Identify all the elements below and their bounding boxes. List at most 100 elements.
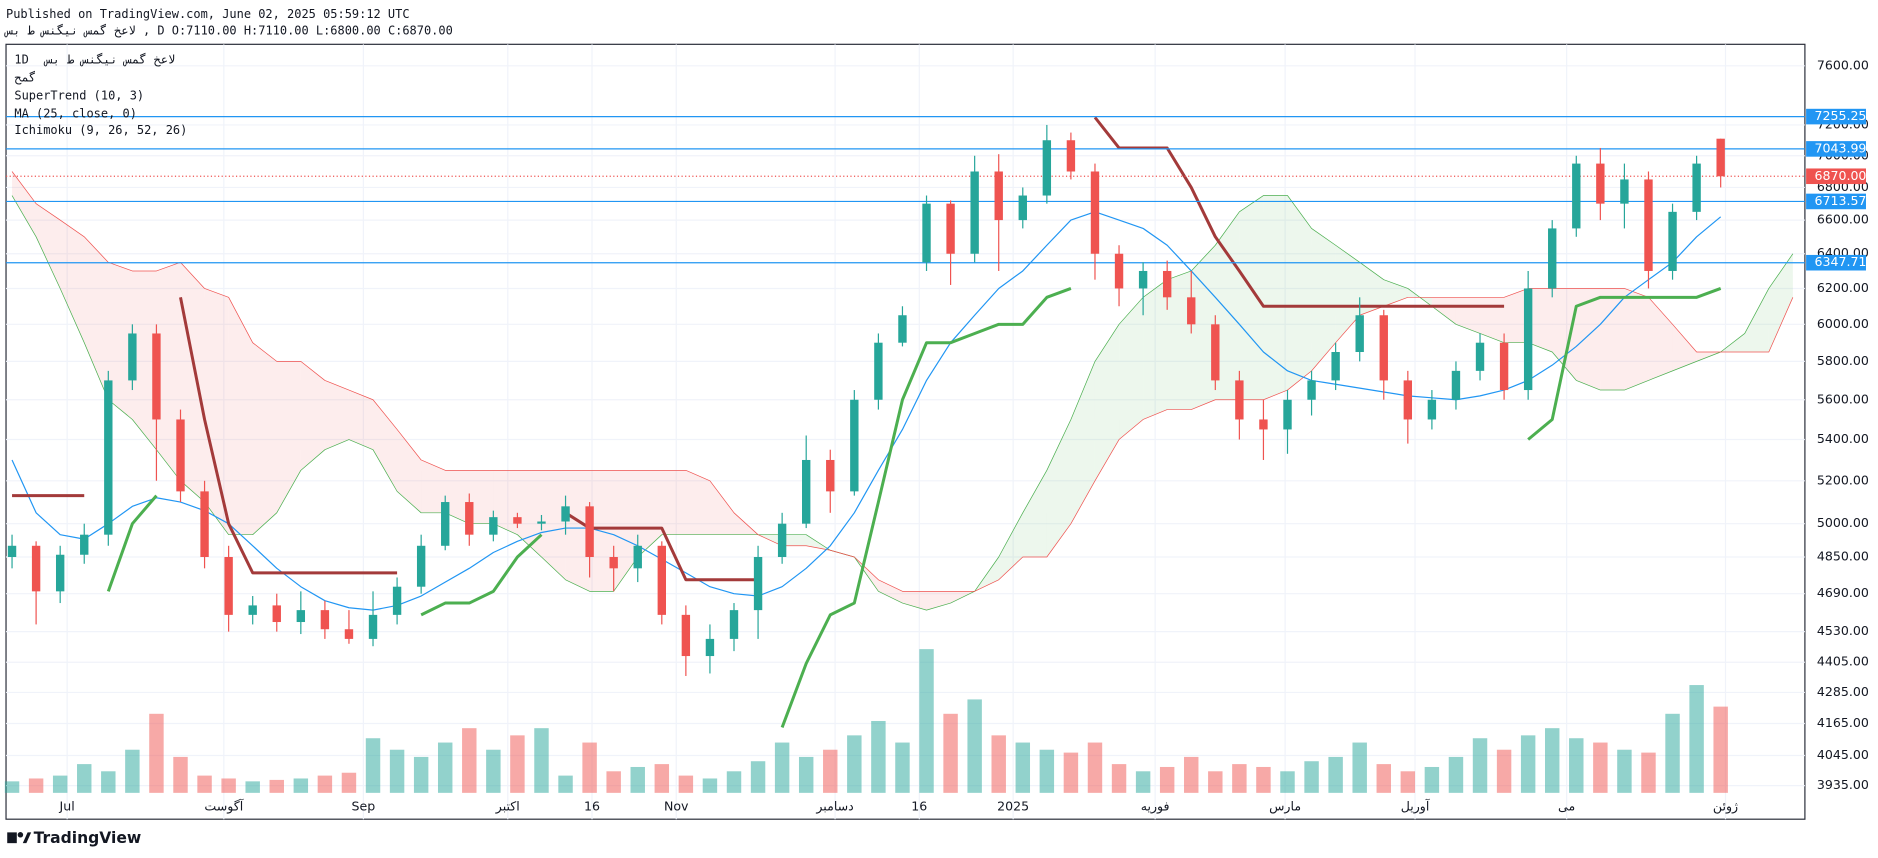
candle-body [489, 517, 498, 535]
plot-frame [5, 43, 1806, 820]
candle-body [729, 610, 739, 639]
volume-bar [341, 772, 357, 793]
y-tick-label: 5400.00 [1817, 431, 1869, 446]
x-tick-label: مارس [1269, 799, 1301, 815]
cloud-segment [132, 270, 157, 450]
legend-symbol: لاعخ گمس نیگنس ط بس [44, 52, 176, 66]
volume-bar [413, 756, 429, 793]
cloud-segment [84, 236, 109, 400]
volume-bar [1376, 764, 1391, 793]
candle-body [1668, 211, 1677, 271]
candle-body [705, 638, 715, 657]
volume-bar [221, 778, 236, 793]
cloud-segment [12, 171, 37, 237]
cloud-segment [421, 459, 446, 513]
cloud-segment [204, 288, 229, 535]
volume-bar [1593, 742, 1608, 793]
published-line: Published on TradingView.com, June 02, 2… [6, 7, 410, 21]
volume-bar [1039, 749, 1055, 793]
volume-bar [1232, 764, 1247, 793]
price-box [1806, 193, 1866, 210]
volume-bar [1256, 766, 1271, 793]
y-tick-label: 6600.00 [1817, 212, 1869, 227]
volume-bar [245, 781, 260, 793]
volume-bar [510, 735, 525, 793]
y-tick-label: 7600.00 [1817, 57, 1869, 72]
cloud-segment [782, 534, 807, 546]
cloud-segment [1528, 288, 1553, 353]
volume-bar [895, 742, 910, 793]
y-tick-label: 5600.00 [1817, 391, 1869, 406]
candle-body [200, 491, 209, 557]
candle-body [1379, 315, 1388, 381]
x-tick-label: 2025 [997, 799, 1029, 814]
candle-body [1403, 380, 1413, 420]
volume-bar [1641, 752, 1656, 793]
candle-body [176, 419, 185, 492]
volume-bar [1352, 742, 1367, 793]
candle-body [1283, 399, 1292, 430]
x-tick-label: 16 [584, 799, 600, 814]
cloud-segment [565, 470, 590, 592]
volume-bar [1617, 749, 1632, 793]
volume-bar [269, 779, 284, 793]
cloud-segment [1624, 288, 1649, 391]
cloud-segment [60, 220, 85, 343]
candle-body [1042, 140, 1052, 196]
span-a-line [11, 195, 1794, 611]
volume-bar [1448, 756, 1464, 793]
candle-body [1475, 342, 1485, 371]
volume-bar [1472, 738, 1488, 793]
volume-bar [582, 742, 597, 793]
cloud-segment [1263, 195, 1288, 400]
candle-body [633, 545, 642, 569]
candle-body [970, 171, 979, 254]
candle-body [392, 586, 402, 615]
cloud-segment [1191, 245, 1216, 410]
candle-body [320, 610, 330, 630]
y-tick-label: 5000.00 [1817, 515, 1869, 530]
volume-bar [1328, 756, 1343, 793]
candle-body [561, 506, 570, 522]
candle-body [585, 506, 594, 557]
candle-body [1451, 370, 1461, 400]
candle-body [1235, 380, 1244, 420]
volume-bar [125, 749, 140, 793]
legend-sub: گمح [14, 70, 36, 84]
candle-body [1331, 352, 1340, 381]
price-box [1806, 168, 1866, 185]
cloud-segment [1744, 288, 1769, 353]
cloud-segment [1600, 288, 1625, 391]
price-box [1806, 108, 1866, 125]
cloud-segment [1239, 195, 1264, 400]
volume-bar [462, 728, 477, 793]
volume-bar [750, 761, 766, 793]
volume-bar [1496, 749, 1512, 793]
y-tick-label: 4850.00 [1817, 548, 1869, 563]
volume-bar [1665, 713, 1680, 793]
volume-bar [197, 775, 212, 793]
candle-body [1211, 324, 1220, 381]
cloud-segment [613, 470, 638, 592]
cloud-segment [252, 342, 277, 535]
price-box [1806, 254, 1866, 271]
cloud-segment [1287, 195, 1312, 391]
volume-bar [1184, 756, 1199, 793]
candle-body [296, 610, 306, 623]
volume-bar [847, 735, 862, 793]
brand: TradingView [34, 829, 142, 847]
y-tick-label: 6200.00 [1817, 280, 1869, 295]
cloud-segment [397, 429, 422, 513]
cloud-segment [493, 470, 518, 535]
candle-body [513, 517, 522, 524]
volume-bar [1087, 742, 1103, 793]
volume-bar [534, 728, 549, 793]
cloud-segment [878, 579, 903, 604]
cloud-segment [1167, 270, 1192, 410]
y-tick-label: 4530.00 [1817, 623, 1869, 638]
volume-bar [52, 775, 68, 793]
candle-body [1620, 179, 1629, 204]
volume-bar [28, 778, 44, 793]
